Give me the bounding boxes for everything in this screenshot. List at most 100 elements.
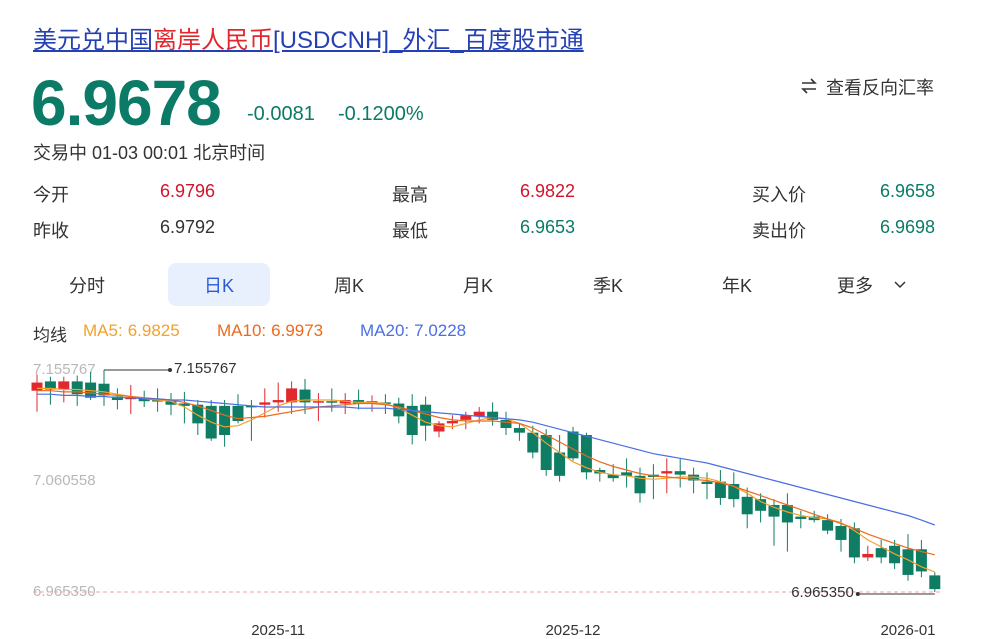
- legend-name: MA10:: [217, 321, 267, 340]
- candle-body: [567, 431, 579, 459]
- candle-body: [915, 549, 927, 572]
- y-tick-label: 7.060558: [33, 472, 96, 489]
- candle-body: [406, 405, 418, 436]
- candle-body: [929, 575, 941, 590]
- candle-body: [540, 435, 552, 470]
- candle-body: [781, 504, 793, 523]
- y-tick-label: 6.965350: [33, 583, 96, 600]
- change-pct: -0.1200%: [338, 103, 424, 125]
- annotation-label: 7.155767: [174, 360, 237, 377]
- candle-body: [44, 381, 56, 390]
- stat-label: 买入价: [752, 185, 806, 205]
- x-tick-label: 2025-11: [251, 622, 305, 639]
- candle-body: [634, 475, 646, 494]
- candle-body: [835, 525, 847, 540]
- candle-body: [420, 404, 432, 426]
- candle-body: [272, 400, 284, 403]
- page-title[interactable]: 美元兑中国离岸人民币[USDCNH]_外汇_百度股市通: [33, 20, 584, 55]
- candle-body: [607, 474, 619, 479]
- candle-body: [259, 402, 271, 405]
- candle-body: [460, 415, 472, 420]
- candle-body: [500, 419, 512, 429]
- candle-body: [71, 381, 83, 395]
- ma-line: [37, 387, 936, 573]
- candle-body: [554, 452, 566, 476]
- candle-body: [728, 483, 740, 500]
- candle-body: [621, 472, 633, 476]
- ma-line: [37, 390, 935, 556]
- stat-value: 6.9653: [520, 217, 576, 237]
- annotation-label: 6.965350: [791, 584, 854, 601]
- candle-body: [862, 553, 874, 558]
- candle-body: [178, 403, 190, 406]
- stat-label: 最高: [392, 185, 428, 205]
- tab-highlight: [168, 263, 270, 306]
- candle-body: [446, 421, 458, 424]
- ma-line: [37, 393, 936, 526]
- candle-body: [822, 520, 834, 531]
- status: 交易中 01-03 00:01 北京时间: [33, 143, 266, 163]
- candle-body: [165, 401, 177, 405]
- stat-value: 6.9796: [160, 181, 216, 201]
- stat-value: 6.9698: [880, 217, 936, 237]
- stat-value: 6.9792: [160, 217, 216, 237]
- candle-body: [487, 411, 499, 420]
- stat-label: 今开: [33, 185, 69, 205]
- candle-body: [795, 516, 807, 519]
- change: -0.0081: [247, 103, 315, 125]
- legend-value: 6.9973: [271, 321, 324, 340]
- candle-body: [848, 528, 860, 558]
- tab[interactable]: 周K: [333, 276, 364, 296]
- candle-body: [138, 398, 150, 402]
- candle-body: [125, 397, 137, 400]
- legend-name: MA20:: [360, 321, 410, 340]
- candle-body: [232, 405, 244, 422]
- annotation-dot: [855, 592, 860, 596]
- tab[interactable]: 日K: [203, 276, 234, 296]
- price: 6.9678: [31, 67, 222, 139]
- chevron[interactable]: [893, 279, 907, 291]
- candle-body: [192, 404, 204, 424]
- stat-value: 6.9822: [520, 181, 576, 201]
- stat-label: 最低: [392, 221, 428, 241]
- legend-name: MA5:: [83, 321, 123, 340]
- candle-body: [714, 481, 726, 498]
- title-part[interactable]: 离岸人民币: [153, 27, 273, 54]
- reverse-link[interactable]: 查看反向汇率: [826, 78, 934, 98]
- tab[interactable]: 月K: [462, 276, 493, 296]
- annotation-dot: [168, 368, 172, 372]
- stat-label: 卖出价: [752, 221, 806, 241]
- tab[interactable]: 更多: [837, 276, 873, 296]
- x-tick-label: 2025-12: [545, 622, 600, 639]
- candle-body: [768, 504, 780, 517]
- candle-body: [755, 499, 767, 511]
- candle-body: [152, 400, 164, 402]
- candle-body: [527, 432, 539, 453]
- legend-value: 7.0228: [414, 321, 467, 340]
- candle-body: [286, 388, 298, 403]
- title-part[interactable]: 美元兑中国: [33, 27, 153, 54]
- candle-body: [353, 400, 365, 404]
- x-tick-label: 2026-01: [880, 622, 935, 639]
- candle-body: [875, 548, 887, 558]
- candle-body: [473, 411, 485, 417]
- candle-body: [31, 382, 43, 391]
- candle-body: [326, 401, 338, 403]
- y-tick-label: 7.155767: [33, 361, 96, 378]
- tab[interactable]: 分时: [69, 276, 105, 296]
- legend-value: 6.9825: [127, 321, 180, 340]
- tab[interactable]: 年K: [721, 276, 752, 296]
- candle-body: [312, 401, 324, 403]
- candle-body: [674, 471, 686, 475]
- candle-body: [58, 381, 70, 390]
- legend-title: 均线: [33, 326, 67, 345]
- title-part[interactable]: [USDCNH]_外汇_百度股市通: [273, 27, 584, 54]
- candle-body: [902, 549, 914, 575]
- stat-value: 6.9658: [880, 181, 936, 201]
- swap-icon[interactable]: [800, 77, 818, 95]
- candle-body: [299, 389, 311, 403]
- tab[interactable]: 季K: [592, 276, 623, 296]
- candle-body: [741, 496, 753, 515]
